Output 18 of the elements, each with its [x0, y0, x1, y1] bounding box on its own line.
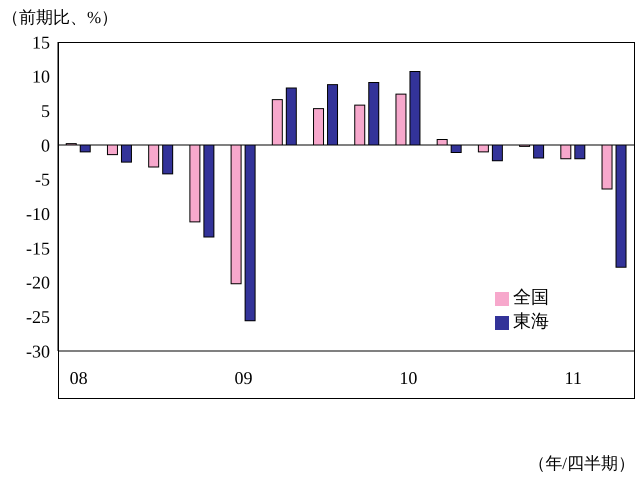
x-tick-label: 08 — [70, 368, 88, 388]
x-axis-title: （年/四半期） — [528, 453, 635, 475]
x-tick-label: 11 — [564, 368, 582, 388]
y-tick-label: -20 — [26, 272, 50, 293]
y-tick-label: -15 — [26, 238, 50, 258]
x-tick-label: 09 — [234, 368, 252, 388]
y-tick-label: 10 — [32, 66, 50, 87]
y-tick-label: 15 — [32, 32, 50, 52]
y-tick-label: -5 — [35, 170, 50, 190]
y-tick-label: -25 — [26, 307, 50, 328]
y-tick-label: -30 — [26, 341, 50, 362]
y-tick-label: 0 — [41, 135, 50, 156]
y-tick-label: -10 — [26, 204, 50, 224]
y-axis-title: （前期比、%） — [2, 7, 118, 29]
legend-label: 東海 — [513, 311, 549, 331]
legend-label: 全国 — [513, 287, 549, 307]
y-tick-label: 5 — [41, 101, 50, 122]
x-tick-label: 10 — [399, 368, 418, 388]
